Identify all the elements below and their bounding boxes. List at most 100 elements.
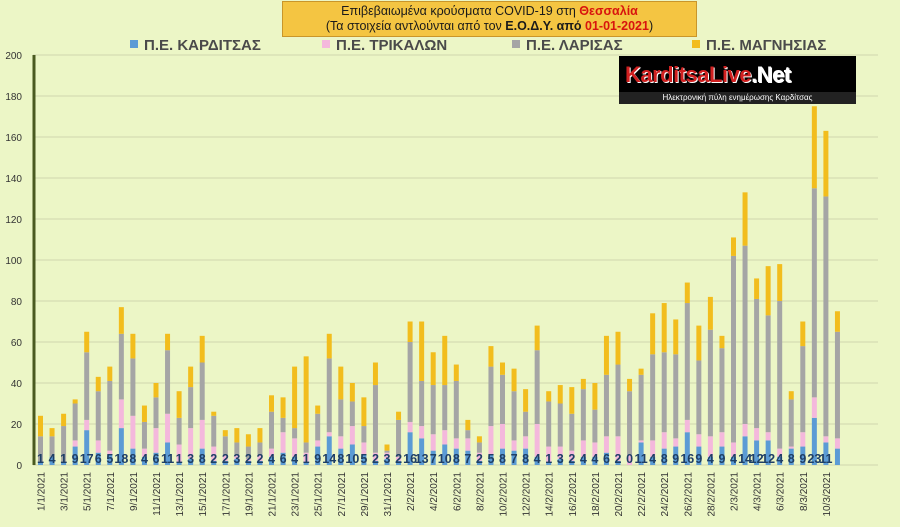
data-label: 23 — [807, 452, 821, 466]
bar-segment — [627, 454, 633, 465]
bar-segment — [788, 446, 794, 449]
bar-segment — [788, 448, 794, 465]
bar-segment — [696, 446, 702, 465]
bar-segment — [303, 356, 309, 443]
bar-segment — [419, 426, 425, 439]
data-label: 9 — [672, 452, 679, 466]
bar-segment — [731, 237, 736, 256]
bar-segment — [465, 438, 471, 451]
x-tick-label: 29/1/2021 — [360, 472, 371, 517]
bar-segment — [800, 346, 806, 433]
bar-segment — [534, 456, 540, 465]
bar-segment — [384, 452, 390, 459]
bar-segment — [673, 446, 679, 465]
bar-segment — [754, 428, 760, 441]
bar-segment — [488, 426, 494, 455]
bar-segment — [707, 436, 713, 457]
bar-segment — [731, 255, 736, 443]
bar-segment — [476, 436, 482, 443]
x-tick-label: 11/1/2021 — [152, 472, 163, 516]
legend-swatch-magnisia — [692, 40, 700, 48]
bar-segment — [407, 432, 413, 465]
title-line-2: (Τα στοιχεία αντλούνται από τον Ε.Ο.Δ.Υ.… — [283, 19, 696, 33]
data-label: 4 — [580, 452, 587, 466]
bar-segment — [823, 442, 829, 465]
bar-segment — [269, 448, 274, 457]
bar-segment — [453, 448, 459, 465]
bar-segment — [546, 446, 552, 463]
bar-segment — [754, 440, 760, 465]
x-tick-label: 31/1/2021 — [383, 472, 394, 517]
bar-segment — [465, 430, 471, 439]
bar-segment — [488, 346, 494, 367]
bar-segment — [234, 428, 240, 443]
data-label: 12 — [761, 452, 775, 466]
bar-segment — [61, 462, 67, 465]
x-tick-label: 18/2/2021 — [591, 472, 602, 517]
bar-segment — [603, 335, 609, 375]
bar-segment — [153, 428, 159, 453]
bar-segment — [777, 448, 783, 457]
x-tick-label: 25/1/2021 — [314, 472, 325, 517]
y-tick-label: 160 — [5, 133, 22, 144]
bar-segment — [592, 456, 598, 465]
bar-segment — [176, 391, 182, 418]
bar-segment — [188, 428, 194, 459]
bar-segment — [315, 405, 321, 414]
data-label: 7 — [511, 452, 518, 466]
bar-segment — [592, 383, 598, 410]
bar-segment — [696, 360, 702, 435]
bar-segment — [188, 387, 194, 429]
data-label: 1 — [37, 452, 44, 466]
bar-segment — [684, 432, 690, 465]
data-label: 4 — [591, 452, 598, 466]
bar-segment — [292, 366, 298, 429]
data-label: 10 — [438, 452, 452, 466]
bar-segment — [361, 454, 367, 465]
y-tick-label: 80 — [11, 297, 23, 308]
bar-segment — [580, 378, 586, 390]
x-tick-label: 16/2/2021 — [568, 472, 579, 517]
bar-segment — [731, 456, 736, 465]
bar-segment — [153, 383, 159, 398]
bar-segment — [603, 374, 609, 437]
bar-segment — [107, 450, 113, 455]
bar-segment — [811, 188, 817, 398]
data-label: 1 — [545, 452, 552, 466]
bar-segment — [788, 399, 794, 447]
bar-segment — [269, 411, 274, 449]
bar-segment — [222, 436, 228, 455]
karditsalive-logo: KarditsaLive.Net Ηλεκτρονική πύλη ενημέρ… — [619, 56, 856, 104]
bar-segment — [130, 415, 136, 449]
x-tick-label: 6/2/2021 — [452, 472, 463, 511]
legend-swatch-larisa — [512, 40, 520, 48]
data-label: 2 — [615, 452, 622, 466]
bar-segment — [476, 442, 482, 453]
data-label: 8 — [453, 452, 460, 466]
bar-segment — [823, 196, 829, 437]
bar-segment — [72, 399, 78, 404]
bar-segment — [500, 374, 505, 424]
bar-segment — [511, 450, 517, 465]
bar-segment — [384, 444, 390, 451]
bar-segment — [823, 436, 829, 443]
bar-segment — [696, 325, 702, 361]
bar-segment — [280, 417, 286, 433]
bar-segment — [326, 436, 332, 465]
bar-segment — [72, 440, 78, 447]
bar-segment — [49, 456, 55, 465]
bar-segment — [638, 374, 644, 441]
bar-segment — [372, 385, 378, 453]
data-label: 4 — [776, 452, 783, 466]
bar-segment — [257, 442, 263, 455]
bar-segment — [141, 448, 147, 457]
x-tick-label: 6/3/2021 — [776, 472, 787, 511]
bar-segment — [38, 462, 43, 465]
bar-segment — [130, 333, 136, 359]
logo-name: KarditsaLive.Net — [625, 62, 791, 88]
x-tick-label: 1/1/2021 — [37, 472, 48, 511]
bar-segment — [303, 462, 309, 465]
bar-segment — [141, 421, 147, 449]
data-label: 2 — [568, 452, 575, 466]
x-tick-label: 14/2/2021 — [545, 472, 556, 517]
